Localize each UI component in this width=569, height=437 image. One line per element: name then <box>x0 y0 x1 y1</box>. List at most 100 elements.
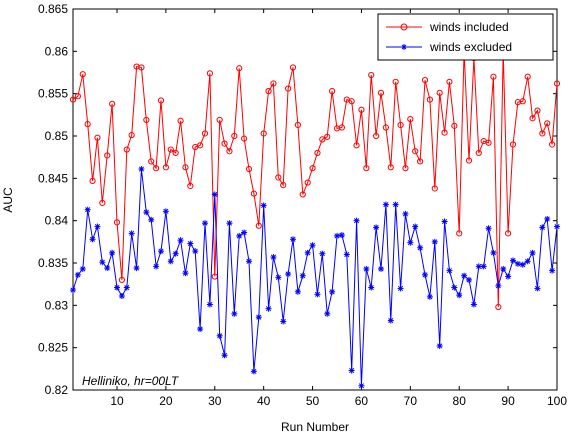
data-point-winds-excluded <box>197 326 204 333</box>
data-point-winds-excluded <box>89 236 96 243</box>
data-point-winds-included <box>368 71 375 79</box>
asterisk-stroke <box>354 218 360 224</box>
x-tick-label: 70 <box>404 394 418 408</box>
data-point-winds-excluded <box>118 293 125 300</box>
data-point-winds-excluded <box>314 291 321 298</box>
data-point-winds-included <box>187 182 194 190</box>
data-point-winds-excluded <box>79 265 86 272</box>
series-layer <box>69 48 561 389</box>
asterisk-stroke <box>158 248 164 254</box>
asterisk-stroke <box>520 262 526 268</box>
y-tick-label: 0.865 <box>38 2 68 16</box>
asterisk-stroke <box>168 258 174 264</box>
data-point-winds-included <box>143 116 150 124</box>
data-point-winds-excluded <box>549 267 556 274</box>
data-point-winds-included <box>226 148 233 155</box>
y-tick-label: 0.85 <box>45 129 69 143</box>
data-point-winds-excluded <box>231 310 238 317</box>
data-point-winds-included <box>402 165 409 172</box>
asterisk-stroke <box>119 293 125 299</box>
asterisk-stroke <box>202 220 208 226</box>
data-point-winds-excluded <box>353 217 360 224</box>
y-axis: 0.82 0.825 0.83 0.835 0.84 0.845 0.85 0.855 0.86… <box>38 2 557 397</box>
asterisk-stroke <box>500 266 506 272</box>
data-point-winds-excluded <box>490 249 497 256</box>
data-point-winds-included <box>275 174 282 181</box>
data-point-winds-excluded <box>216 332 223 339</box>
data-point-winds-included <box>348 98 355 105</box>
data-point-winds-included <box>245 165 253 173</box>
data-point-winds-excluded <box>470 301 477 308</box>
data-point-winds-excluded <box>304 249 311 256</box>
data-point-winds-included <box>177 117 184 124</box>
data-point-winds-excluded <box>505 273 512 280</box>
y-tick-label: 0.83 <box>45 298 69 312</box>
data-point-winds-excluded <box>182 270 189 277</box>
data-point-winds-included <box>373 132 380 140</box>
asterisk-stroke <box>236 233 242 239</box>
data-point-winds-included <box>216 116 223 124</box>
data-point-winds-included <box>319 136 326 143</box>
data-point-winds-excluded <box>280 318 287 325</box>
x-tick-label: 100 <box>547 394 567 408</box>
asterisk-stroke <box>437 343 443 349</box>
data-point-winds-excluded <box>177 237 184 244</box>
data-point-winds-excluded <box>431 238 438 245</box>
data-point-winds-excluded <box>99 259 106 266</box>
asterisk-stroke <box>104 265 110 271</box>
asterisk-stroke <box>539 224 545 230</box>
asterisk-stroke <box>402 211 408 217</box>
data-point-winds-excluded <box>211 191 218 198</box>
data-point-winds-excluded <box>514 260 521 267</box>
asterisk-stroke <box>363 266 369 272</box>
data-point-winds-included <box>99 199 106 206</box>
data-point-winds-included <box>109 100 116 107</box>
data-point-winds-excluded <box>94 223 101 230</box>
legend-marker-winds-excluded <box>401 44 407 50</box>
asterisk-stroke <box>251 368 257 374</box>
y-axis-title: AUC <box>1 187 15 213</box>
data-point-winds-excluded <box>250 368 257 375</box>
asterisk-stroke <box>153 263 159 269</box>
data-point-winds-excluded <box>294 288 301 295</box>
y-tick-label: 0.84 <box>45 214 69 228</box>
asterisk-stroke <box>442 218 448 225</box>
asterisk-stroke <box>226 220 232 226</box>
y-tick-label: 0.835 <box>38 256 68 270</box>
asterisk-stroke <box>148 217 154 223</box>
asterisk-stroke <box>476 263 482 269</box>
data-point-winds-excluded <box>265 305 272 312</box>
data-point-winds-included <box>138 64 145 71</box>
data-point-winds-included <box>206 70 213 77</box>
data-point-winds-excluded <box>529 249 536 256</box>
asterisk-stroke <box>329 289 335 295</box>
asterisk-stroke <box>207 301 213 308</box>
y-tick-label: 0.825 <box>38 341 68 355</box>
data-point-winds-included <box>519 98 526 105</box>
data-point-winds-included <box>299 191 306 198</box>
asterisk-stroke <box>290 236 296 242</box>
data-point-winds-excluded <box>192 248 199 255</box>
data-point-winds-excluded <box>206 301 213 308</box>
data-point-winds-included <box>465 157 473 164</box>
asterisk-stroke <box>75 272 81 278</box>
data-point-winds-excluded <box>260 202 267 209</box>
data-point-winds-included <box>260 130 267 137</box>
asterisk-stroke <box>80 266 86 272</box>
data-point-winds-excluded <box>138 166 145 173</box>
y-tick-label: 0.845 <box>38 171 68 185</box>
data-point-winds-excluded <box>456 292 463 299</box>
data-point-winds-excluded <box>373 224 380 231</box>
data-point-winds-excluded <box>143 209 150 216</box>
data-point-winds-included <box>241 135 248 142</box>
asterisk-stroke <box>432 239 438 245</box>
asterisk-stroke <box>344 251 350 258</box>
data-point-winds-included <box>524 73 531 80</box>
legend-label-winds-included: winds included <box>429 20 509 34</box>
asterisk-stroke <box>466 277 472 283</box>
data-point-winds-excluded <box>226 220 233 227</box>
data-point-winds-excluded <box>554 223 560 230</box>
data-point-winds-included <box>421 77 429 84</box>
data-point-winds-included <box>456 230 463 237</box>
asterisk-stroke <box>217 333 223 339</box>
